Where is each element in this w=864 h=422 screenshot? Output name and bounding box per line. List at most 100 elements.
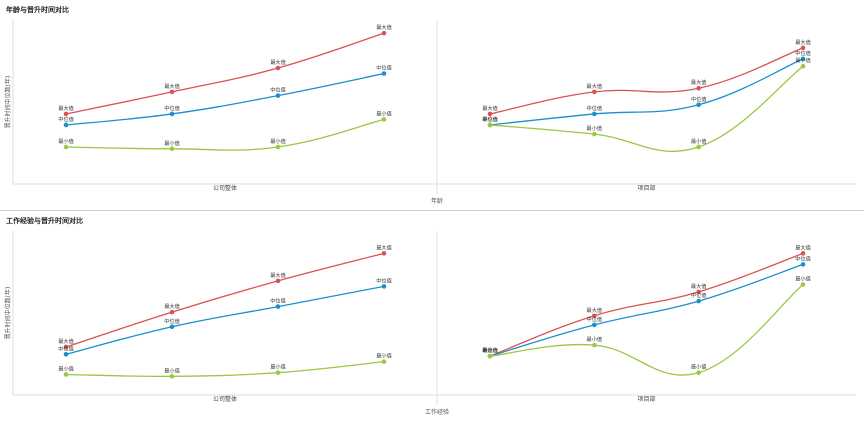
data-point[interactable]: [696, 370, 701, 375]
data-label: 最小值: [164, 366, 180, 374]
data-point[interactable]: [696, 289, 701, 295]
data-point[interactable]: [800, 63, 806, 69]
category-label: 公司整体: [213, 184, 237, 192]
data-label: 中位值: [270, 86, 286, 94]
y-axis-title: 晋升时间中位数(年): [4, 287, 12, 340]
data-label: 最小值: [691, 137, 707, 145]
data-point[interactable]: [381, 251, 387, 256]
data-point[interactable]: [381, 71, 387, 76]
data-point[interactable]: [696, 85, 701, 91]
data-label: 最大值: [270, 58, 286, 66]
data-point[interactable]: [169, 324, 175, 330]
data-point[interactable]: [275, 304, 281, 309]
data-point[interactable]: [63, 372, 69, 377]
data-point[interactable]: [169, 309, 175, 315]
data-label: 中位值: [587, 315, 603, 323]
data-label: 中位值: [482, 115, 498, 123]
data-label: 中位值: [58, 115, 74, 123]
data-point[interactable]: [696, 144, 701, 150]
data-point[interactable]: [381, 284, 387, 289]
series-line: [65, 360, 385, 378]
data-point[interactable]: [800, 45, 806, 51]
data-label: 中位值: [376, 64, 392, 72]
data-label: 最大值: [376, 243, 392, 251]
data-label: 最小值: [376, 109, 392, 117]
data-label: 中位值: [691, 95, 707, 103]
experience-promotion-chart: 晋升时间中位数(年)工作经验公司整体最大值最大值最大值最大值中位值中位值中位值中…: [4, 231, 856, 416]
data-point[interactable]: [381, 359, 387, 364]
data-label: 中位值: [482, 346, 498, 354]
data-point[interactable]: [63, 351, 69, 357]
age-promotion-panel: 年龄与晋升时间对比 晋升时间中位数(年) 年龄 公司整体 最大值 最大值 最大值 最大值 中位…: [4, 6, 856, 205]
data-point[interactable]: [169, 374, 175, 379]
data-label: 中位值: [795, 49, 811, 57]
data-point[interactable]: [381, 30, 387, 36]
y-axis-title: 晋升时间中位数(年): [4, 76, 12, 129]
data-label: 最大值: [270, 271, 286, 279]
data-label: 最小值: [587, 124, 603, 132]
data-point[interactable]: [63, 144, 69, 150]
data-label: 最小值: [270, 137, 286, 145]
data-label: 最大值: [795, 243, 811, 251]
data-point[interactable]: [275, 370, 281, 375]
data-label: 最小值: [795, 275, 811, 283]
data-point[interactable]: [592, 131, 597, 137]
data-point[interactable]: [800, 262, 806, 267]
data-point[interactable]: [592, 111, 597, 117]
data-label: 最大值: [795, 38, 811, 46]
data-point[interactable]: [696, 102, 701, 108]
series-line: [489, 58, 804, 126]
data-point[interactable]: [696, 298, 701, 304]
data-point[interactable]: [800, 282, 806, 287]
category-label: 公司整体: [213, 395, 237, 403]
data-point[interactable]: [275, 93, 281, 98]
data-point[interactable]: [487, 353, 493, 359]
series-line: [489, 65, 804, 152]
series-line: [65, 252, 385, 348]
data-label: 最大值: [482, 104, 498, 112]
data-label: 最小值: [587, 335, 603, 343]
data-point[interactable]: [800, 56, 806, 62]
data-point[interactable]: [275, 144, 281, 150]
data-point[interactable]: [592, 313, 597, 319]
series-line: [489, 252, 804, 357]
data-label: 最大值: [587, 306, 603, 314]
data-label: 最小值: [482, 346, 498, 354]
data-label: 中位值: [164, 104, 180, 112]
data-label: 最小值: [376, 352, 392, 360]
data-label: 最大值: [58, 337, 74, 345]
data-point[interactable]: [381, 117, 387, 122]
data-label: 最大值: [691, 282, 707, 290]
series-line: [65, 285, 385, 355]
data-point[interactable]: [275, 278, 281, 284]
x-axis-title: 年龄: [431, 197, 443, 205]
data-label: 最小值: [270, 363, 286, 371]
panel-divider: [0, 210, 864, 211]
data-label: 最小值: [482, 115, 498, 123]
data-point[interactable]: [592, 342, 597, 348]
data-point[interactable]: [275, 65, 281, 71]
data-point[interactable]: [63, 344, 69, 350]
data-label: 最小值: [795, 56, 811, 64]
data-label: 中位值: [587, 104, 603, 112]
data-point[interactable]: [169, 89, 175, 95]
data-label: 最大值: [587, 82, 603, 90]
data-label: 中位值: [164, 317, 180, 325]
category-label: 项目部: [637, 184, 655, 192]
series-line: [489, 263, 804, 357]
series-line: [489, 284, 804, 376]
data-point[interactable]: [63, 111, 69, 117]
panel-title: 工作经验与晋升时间对比: [6, 217, 83, 225]
data-point[interactable]: [169, 111, 175, 117]
data-point[interactable]: [592, 89, 597, 95]
data-label: 中位值: [270, 297, 286, 305]
data-label: 最大值: [691, 78, 707, 86]
data-point[interactable]: [169, 146, 175, 152]
data-point[interactable]: [800, 251, 806, 256]
data-label: 最小值: [58, 137, 74, 145]
data-point[interactable]: [592, 322, 597, 328]
data-point[interactable]: [63, 122, 69, 128]
age-promotion-chart: 晋升时间中位数(年)年龄公司整体最大值最大值最大值最大值中位值中位值中位值中位值…: [4, 20, 856, 205]
data-point[interactable]: [487, 111, 493, 117]
data-point[interactable]: [487, 122, 493, 128]
